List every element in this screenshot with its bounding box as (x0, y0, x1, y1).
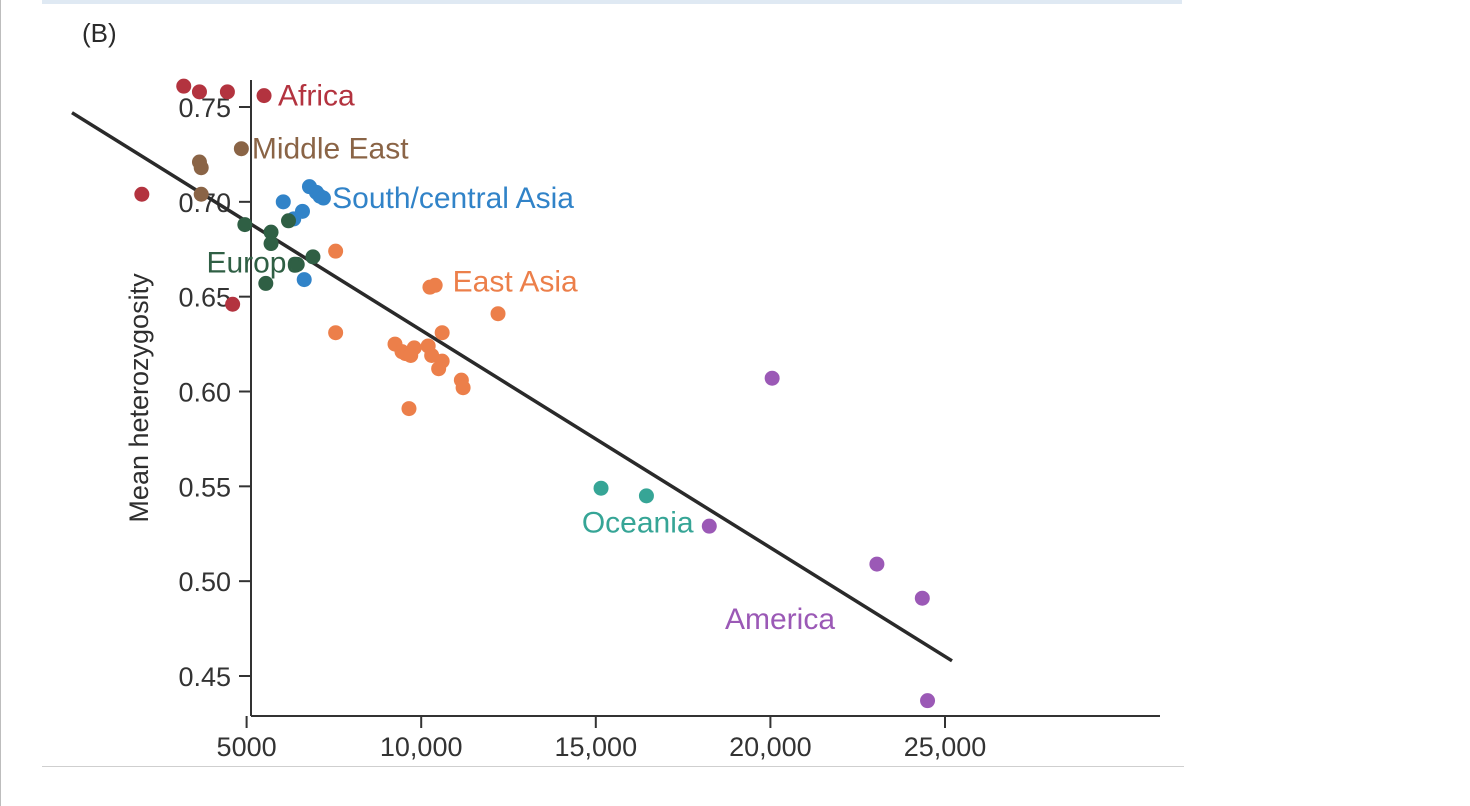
x-tick-label: 10,000 (380, 732, 463, 762)
bottom-divider (42, 766, 1184, 767)
label-middle-east: Middle East (252, 133, 409, 166)
point-east-asia (403, 347, 419, 363)
point-east-asia (431, 361, 447, 377)
top-divider (42, 0, 1182, 4)
point-oceania (593, 480, 609, 496)
y-tick-label: 0.55 (178, 472, 231, 502)
point-europe (237, 217, 253, 233)
panel-label: (B) (82, 18, 117, 48)
x-tick-label: 15,000 (555, 732, 638, 762)
point-africa (219, 84, 235, 100)
point-america (914, 590, 930, 606)
point-middle-east (233, 141, 249, 157)
point-america (701, 518, 717, 534)
point-europe (281, 213, 297, 229)
point-south-central-asia (294, 203, 310, 219)
y-tick-label: 0.50 (178, 567, 231, 597)
left-border (0, 0, 1, 806)
point-south-central-asia (275, 194, 291, 210)
regression-line (71, 111, 953, 663)
x-tick-label: 20,000 (729, 732, 812, 762)
point-east-asia (434, 325, 450, 341)
y-tick-label: 0.75 (178, 93, 231, 123)
point-south-central-asia (296, 272, 312, 288)
label-south-central-asia: South/central Asia (332, 182, 574, 215)
x-tick-label: 5000 (217, 732, 277, 762)
label-east-asia: East Asia (453, 265, 578, 298)
point-east-asia (427, 277, 443, 293)
point-east-asia (455, 380, 471, 396)
point-africa (134, 186, 150, 202)
regression-line-group (71, 111, 953, 663)
point-europe (263, 236, 279, 252)
annotations: Africa Middle East South/central Asia Europ… (206, 80, 835, 636)
point-america (869, 556, 885, 572)
label-america: America (725, 603, 835, 636)
point-africa (176, 78, 192, 94)
point-africa (256, 88, 272, 104)
label-oceania: Oceania (582, 506, 694, 539)
point-east-asia (490, 306, 506, 322)
point-europe (263, 224, 279, 240)
point-middle-east (193, 160, 209, 176)
y-tick-label: 0.65 (178, 283, 231, 313)
point-america (764, 370, 780, 386)
point-oceania (638, 488, 654, 504)
label-africa: Africa (278, 80, 355, 113)
point-africa (191, 84, 207, 100)
label-europe: Europe (206, 247, 303, 280)
point-africa (225, 296, 241, 312)
data-points (134, 78, 936, 709)
point-europe (289, 256, 305, 272)
point-east-asia (401, 401, 417, 417)
x-tick-label: 25,000 (904, 732, 987, 762)
y-axis-label: Mean heterozygosity (124, 273, 154, 523)
point-east-asia (328, 325, 344, 341)
point-south-central-asia (315, 190, 331, 206)
point-east-asia (328, 243, 344, 259)
point-middle-east (193, 186, 209, 202)
y-tick-label: 0.60 (178, 378, 231, 408)
point-europe (258, 275, 274, 291)
point-europe (305, 249, 321, 265)
point-america (920, 693, 936, 709)
y-tick-label: 0.45 (178, 662, 231, 692)
